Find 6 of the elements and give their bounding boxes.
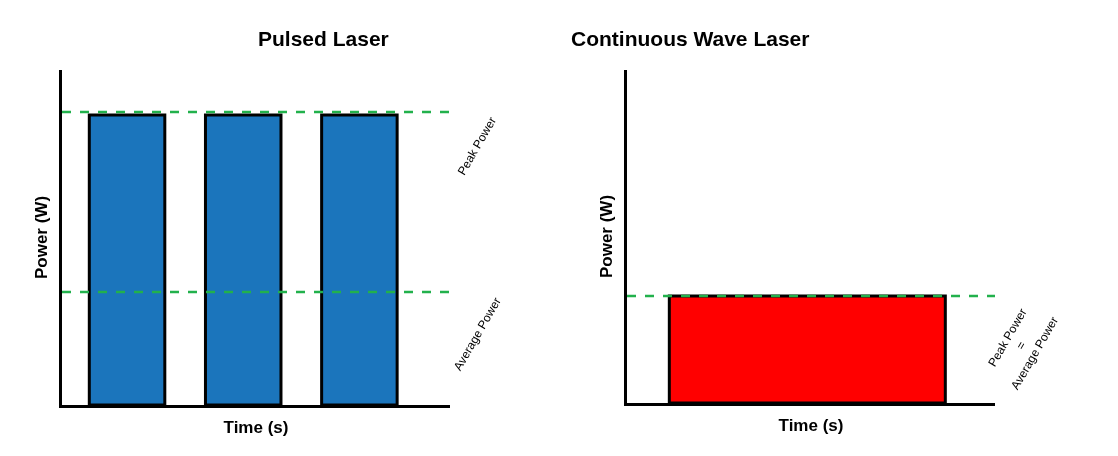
x-axis-title: Time (s) — [223, 417, 289, 437]
y-axis-title: Power (W) — [31, 195, 51, 280]
y-axis-title: Power (W) — [596, 194, 616, 279]
x-axis-title: Time (s) — [778, 415, 844, 435]
chart-title: Pulsed Laser — [258, 27, 389, 50]
chart-title: Continuous Wave Laser — [571, 27, 810, 50]
